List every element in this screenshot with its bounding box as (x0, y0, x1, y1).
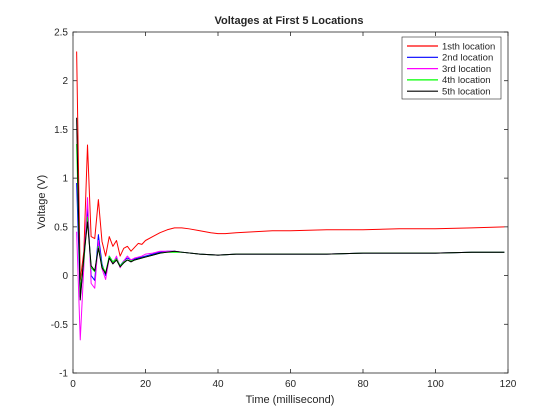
legend-label-1: 1sth location (442, 41, 495, 52)
legend-label-3: 3rd location (442, 64, 491, 75)
series-layer (76, 51, 505, 341)
series-line-1 (76, 51, 505, 281)
x-tick-label: 20 (140, 379, 152, 390)
legend-label-4: 4th location (442, 75, 491, 86)
x-axis-label: Time (millisecond) (246, 394, 335, 406)
y-tick-label: 1.5 (54, 125, 68, 136)
x-tick-label: 100 (427, 379, 444, 390)
legend-label-5: 5th location (442, 87, 491, 98)
x-tick-label: 120 (500, 379, 517, 390)
series-line-5 (76, 117, 505, 301)
y-tick-label: 0 (62, 271, 68, 282)
y-tick-label: -1 (59, 369, 68, 380)
x-tick-label: 80 (357, 379, 369, 390)
y-axis: -1 -0.5 0 0.5 1 1.5 2 2.5 (51, 28, 508, 380)
legend-label-2: 2nd location (442, 53, 493, 64)
y-tick-label: 2 (62, 76, 68, 87)
y-tick-label: 1 (62, 174, 68, 185)
x-tick-label: 40 (212, 379, 224, 390)
chart-title: Voltages at First 5 Locations (215, 15, 364, 27)
x-tick-label: 0 (70, 379, 76, 390)
y-tick-label: 0.5 (54, 222, 68, 233)
x-axis: 0 20 40 60 80 100 120 (70, 32, 517, 390)
y-tick-label: 2.5 (54, 28, 68, 39)
x-tick-label: 60 (285, 379, 297, 390)
y-tick-label: -0.5 (51, 320, 69, 331)
y-axis-label: Voltage (V) (36, 175, 48, 229)
